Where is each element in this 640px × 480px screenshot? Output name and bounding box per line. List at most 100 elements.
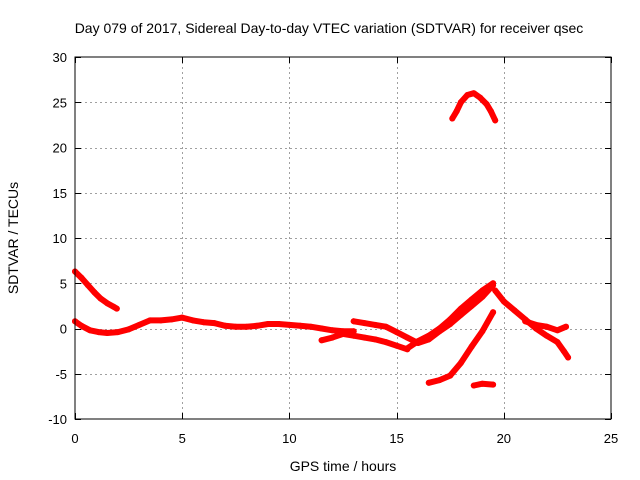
y-axis-label: SDTVAR / TECUs <box>5 182 21 294</box>
data-point <box>189 317 196 324</box>
data-point <box>286 321 293 328</box>
data-point <box>415 338 421 345</box>
data-point <box>329 327 336 334</box>
y-tick-label: 5 <box>60 276 67 291</box>
data-point <box>436 377 443 384</box>
data-point <box>95 329 102 336</box>
data-point <box>297 322 304 329</box>
data-point <box>468 296 475 303</box>
data-point <box>113 305 120 312</box>
chart-title: Day 079 of 2017, Sidereal Day-to-day VTE… <box>75 20 584 36</box>
y-tick-label: 0 <box>60 322 67 337</box>
series-trace-arc-high <box>449 90 499 124</box>
data-point <box>78 274 85 281</box>
data-point <box>200 319 207 326</box>
data-point <box>447 372 454 379</box>
y-tick-label: 30 <box>53 50 67 65</box>
data-point <box>479 380 486 387</box>
data-point <box>361 320 368 327</box>
data-point <box>543 323 550 330</box>
data-point <box>232 323 239 330</box>
data-point <box>483 101 490 108</box>
y-tick-label: 10 <box>53 231 67 246</box>
data-point <box>361 334 368 341</box>
data-point <box>457 99 464 106</box>
data-point <box>97 295 104 302</box>
data-point <box>254 322 261 329</box>
data-point <box>104 330 111 336</box>
data-point <box>492 117 499 124</box>
data-point <box>425 379 432 386</box>
series-trace-main <box>72 314 357 336</box>
x-tick-label: 25 <box>604 431 618 446</box>
y-tick-label: -10 <box>48 412 67 427</box>
data-point <box>168 316 175 323</box>
data-point <box>382 339 389 346</box>
data-point <box>511 307 518 314</box>
data-point <box>104 300 111 307</box>
data-point <box>490 309 497 316</box>
data-point <box>393 329 400 336</box>
data-point <box>340 330 346 337</box>
x-axis-label: GPS time / hours <box>290 458 397 474</box>
data-point <box>470 382 477 389</box>
data-point <box>533 321 539 328</box>
data-point <box>500 298 507 305</box>
data-point <box>372 336 379 343</box>
data-point <box>211 320 218 327</box>
data-point <box>436 325 443 332</box>
data-point <box>147 317 153 324</box>
data-point <box>522 318 529 325</box>
data-point <box>565 354 572 361</box>
data-point <box>393 342 400 349</box>
data-point <box>157 317 164 324</box>
y-tick-label: 20 <box>53 141 67 156</box>
data-point <box>479 287 486 294</box>
data-point <box>243 323 250 330</box>
data-point <box>563 323 569 330</box>
data-series <box>72 90 572 389</box>
data-point <box>372 321 379 328</box>
data-point <box>318 325 325 332</box>
axis-ticks: 0 5 10 15 20 25 -10 -5 0 5 10 15 20 25 30 <box>48 50 618 446</box>
y-tick-label: 25 <box>53 95 67 110</box>
x-tick-label: 15 <box>389 431 403 446</box>
data-point <box>382 323 389 330</box>
data-point <box>114 329 121 336</box>
data-point <box>457 359 464 366</box>
data-point <box>425 332 432 339</box>
data-point <box>492 287 499 294</box>
data-point <box>554 327 561 334</box>
data-point <box>447 316 454 323</box>
data-point <box>490 381 497 388</box>
data-point <box>554 339 561 346</box>
data-point <box>350 318 357 325</box>
data-point <box>479 328 486 335</box>
x-tick-label: 10 <box>282 431 296 446</box>
data-point <box>464 92 471 98</box>
data-point <box>318 337 325 344</box>
data-point <box>543 332 550 339</box>
data-point <box>350 332 357 339</box>
data-point <box>329 334 336 341</box>
data-point <box>87 327 93 334</box>
data-point <box>404 345 411 352</box>
data-point <box>449 115 456 122</box>
data-point <box>477 94 484 101</box>
data-point <box>453 108 460 115</box>
data-point <box>468 343 475 350</box>
data-point <box>136 321 143 328</box>
x-tick-label: 20 <box>497 431 511 446</box>
data-point <box>125 326 132 333</box>
data-point <box>265 321 271 327</box>
data-point <box>307 323 314 330</box>
data-point <box>84 282 91 289</box>
data-point <box>275 321 282 327</box>
series-trace-afternoon-a <box>350 282 497 346</box>
data-point <box>490 280 497 287</box>
data-point <box>487 108 494 115</box>
data-point <box>91 289 98 296</box>
data-point <box>78 322 85 329</box>
y-tick-label: 15 <box>53 186 67 201</box>
